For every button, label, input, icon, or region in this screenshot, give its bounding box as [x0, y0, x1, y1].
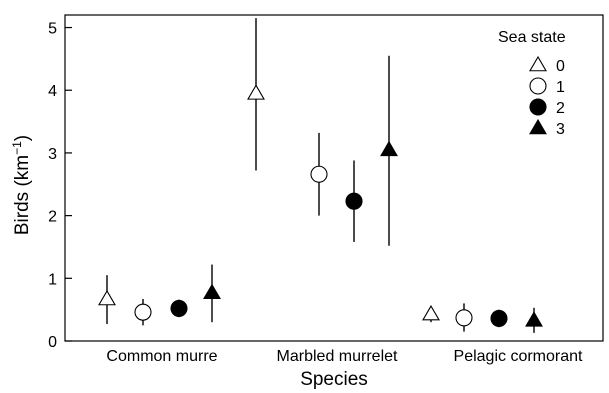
legend-marker: [529, 118, 547, 135]
legend-items: 0 1 2 3: [529, 55, 565, 138]
x-tick-labels: Common murre Marbled murrelet Pelagic corm…: [106, 348, 583, 365]
plot-frame: [64, 14, 604, 342]
legend-label: 1: [556, 79, 565, 96]
data-point: [422, 304, 440, 321]
y-tick-label: 2: [48, 209, 57, 226]
data-point: [525, 311, 543, 327]
y-axis-title-exponent: −1: [10, 141, 24, 155]
x-axis-title: Species: [300, 369, 368, 390]
x-tick-label: Common murre: [106, 348, 217, 365]
y-tick-label: 4: [48, 83, 57, 100]
data-point: [380, 140, 398, 157]
legend-marker: [529, 55, 547, 72]
data-point: [310, 165, 328, 183]
legend: Sea state 0 1 2 3: [498, 29, 566, 138]
legend-title: Sea state: [498, 29, 566, 46]
legend-marker: [529, 98, 547, 116]
x-tick-label: Marbled murrelet: [277, 348, 398, 365]
y-axis-title: Birds (km−1): [10, 135, 33, 235]
y-ticks: 0 1 2 3 4 5: [48, 21, 72, 351]
data-point: [247, 84, 265, 100]
y-tick-label: 3: [48, 146, 57, 163]
y-axis-title-close: ): [12, 135, 33, 141]
x-tick-label: Pelagic cormorant: [454, 348, 584, 365]
legend-label: 0: [556, 58, 565, 75]
data-point: [455, 309, 473, 327]
y-tick-label: 5: [48, 21, 57, 38]
legend-marker: [529, 77, 547, 95]
y-tick-label: 0: [48, 334, 57, 351]
legend-label: 3: [556, 121, 565, 138]
data-point: [98, 289, 116, 306]
data-point: [490, 309, 508, 327]
y-tick-label: 1: [48, 271, 57, 288]
data-point: [345, 192, 363, 210]
legend-label: 2: [556, 100, 565, 117]
data-marks: [98, 18, 543, 333]
axes: [64, 14, 604, 342]
data-point: [203, 283, 221, 300]
data-point: [170, 299, 188, 317]
data-point: [134, 303, 152, 321]
y-axis-title-main: Birds (km: [12, 155, 33, 235]
